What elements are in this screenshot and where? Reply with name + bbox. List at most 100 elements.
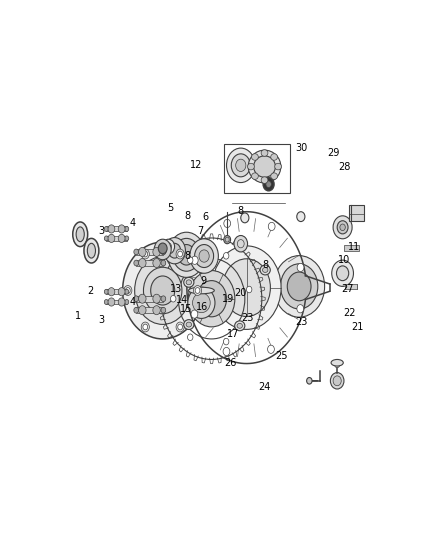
Circle shape [153, 259, 160, 268]
Ellipse shape [262, 268, 268, 272]
Circle shape [173, 238, 200, 271]
Ellipse shape [188, 287, 215, 318]
Text: 4: 4 [129, 297, 135, 307]
Circle shape [333, 376, 341, 386]
Circle shape [266, 181, 271, 188]
Circle shape [104, 236, 108, 241]
Text: 17: 17 [227, 329, 239, 339]
Ellipse shape [237, 324, 243, 328]
Text: 30: 30 [296, 143, 308, 153]
Text: 25: 25 [275, 351, 288, 361]
Circle shape [118, 298, 125, 306]
Circle shape [280, 264, 318, 309]
Circle shape [236, 159, 246, 172]
Circle shape [330, 373, 344, 389]
Circle shape [195, 288, 200, 293]
Text: 29: 29 [327, 148, 339, 158]
Bar [350, 205, 364, 221]
Circle shape [188, 271, 235, 327]
Circle shape [169, 243, 181, 258]
Circle shape [108, 298, 115, 306]
Ellipse shape [251, 173, 258, 180]
Circle shape [231, 154, 250, 177]
Circle shape [340, 224, 345, 231]
Circle shape [224, 219, 231, 228]
Text: 21: 21 [351, 322, 364, 333]
Circle shape [161, 249, 166, 255]
Text: 8: 8 [185, 251, 191, 261]
Circle shape [287, 272, 311, 301]
Circle shape [161, 308, 166, 313]
Text: 9: 9 [200, 276, 206, 286]
Bar [106, 300, 127, 304]
Bar [136, 249, 163, 255]
Text: 11: 11 [348, 241, 360, 252]
Text: 6: 6 [203, 212, 209, 222]
Circle shape [125, 288, 130, 293]
Circle shape [151, 276, 175, 305]
Bar [136, 260, 163, 266]
Bar [106, 227, 127, 231]
Circle shape [162, 239, 175, 254]
Circle shape [161, 260, 166, 266]
Circle shape [108, 235, 115, 243]
Circle shape [134, 308, 138, 313]
Circle shape [191, 256, 198, 264]
Ellipse shape [84, 238, 99, 263]
Ellipse shape [184, 277, 194, 287]
Text: 10: 10 [338, 255, 350, 265]
Circle shape [170, 295, 176, 302]
Circle shape [125, 227, 129, 231]
Circle shape [297, 263, 304, 271]
Circle shape [176, 322, 184, 332]
Circle shape [226, 148, 255, 183]
Circle shape [199, 250, 209, 262]
Circle shape [138, 294, 146, 303]
Circle shape [134, 249, 138, 255]
Circle shape [138, 306, 146, 314]
Ellipse shape [87, 243, 95, 258]
Text: 20: 20 [235, 288, 247, 298]
Ellipse shape [275, 163, 282, 170]
Circle shape [223, 253, 229, 259]
Circle shape [178, 251, 183, 257]
Circle shape [268, 222, 275, 231]
Text: 24: 24 [258, 382, 271, 392]
Circle shape [223, 259, 270, 317]
Ellipse shape [188, 287, 214, 294]
Circle shape [332, 260, 353, 286]
Text: 2: 2 [87, 286, 94, 295]
Text: 23: 23 [296, 317, 308, 327]
Bar [106, 236, 127, 241]
Ellipse shape [251, 154, 258, 160]
Ellipse shape [76, 227, 84, 241]
Text: 5: 5 [167, 204, 173, 213]
Circle shape [143, 251, 148, 257]
Bar [224, 144, 290, 193]
Ellipse shape [248, 150, 281, 183]
Text: 8: 8 [262, 260, 268, 270]
Circle shape [212, 246, 281, 329]
Text: 1: 1 [75, 311, 81, 321]
Circle shape [124, 286, 132, 295]
Text: 8: 8 [185, 211, 191, 221]
Ellipse shape [331, 359, 343, 366]
Circle shape [141, 249, 149, 259]
Circle shape [144, 267, 182, 314]
Ellipse shape [271, 173, 278, 180]
Circle shape [335, 361, 340, 368]
Ellipse shape [186, 280, 191, 285]
Circle shape [187, 334, 193, 341]
Circle shape [141, 322, 149, 332]
Circle shape [187, 257, 193, 263]
Bar [136, 296, 163, 302]
Circle shape [224, 236, 230, 244]
Circle shape [104, 300, 108, 304]
Circle shape [263, 177, 274, 191]
Text: 28: 28 [338, 163, 350, 172]
Circle shape [178, 324, 183, 330]
Text: 4: 4 [129, 218, 135, 228]
Circle shape [197, 280, 226, 317]
Text: 12: 12 [191, 159, 203, 169]
Circle shape [191, 310, 198, 318]
